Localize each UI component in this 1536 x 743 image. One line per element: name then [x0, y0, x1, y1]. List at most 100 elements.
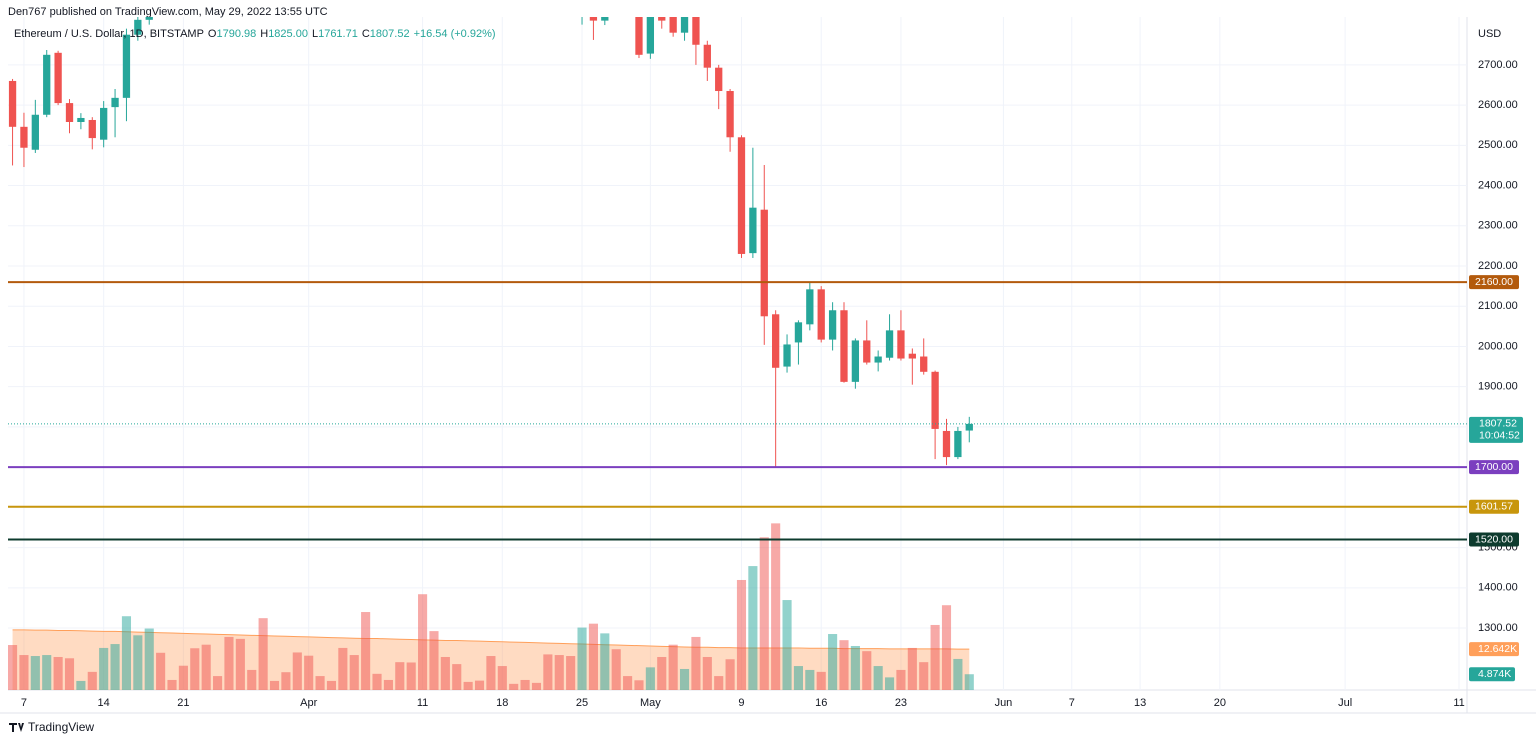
volume-bar [600, 633, 610, 690]
level-tag [1469, 275, 1519, 290]
legend: Ethereum / U.S. Dollar, 1D, BITSTAMP O179… [14, 28, 496, 40]
volume-bar [383, 679, 393, 690]
volume-bar [771, 523, 781, 690]
volume-bar [782, 600, 792, 690]
volume-bar [361, 612, 371, 690]
volume-bar [474, 680, 485, 690]
volume-bar [190, 648, 200, 690]
candle-body [111, 97, 119, 108]
volume-bar [178, 665, 188, 690]
legend-title: Ethereum / U.S. Dollar, 1D, BITSTAMP [14, 28, 204, 40]
volume-bar [941, 605, 952, 690]
volume-bar [623, 676, 633, 690]
volume-bar [53, 656, 63, 690]
volume-bar [725, 659, 735, 690]
x-tick-label: 11 [417, 697, 428, 709]
candle-body [851, 340, 860, 382]
volume-bar [349, 655, 359, 690]
legend-value: 1807.52 [370, 28, 410, 40]
x-tick-label: 7 [21, 697, 27, 709]
volume-bar [907, 647, 917, 690]
volume-bar [873, 666, 883, 690]
candle-body [817, 289, 825, 340]
level-tag-label: 1520.00 [1475, 533, 1513, 545]
header: Den767 published on TradingView.com, May… [8, 6, 328, 18]
volume-bar [509, 683, 519, 690]
volume-bar [543, 654, 553, 690]
level-tag-label: 2160.00 [1475, 276, 1513, 288]
y-tick-label: 2400.00 [1478, 179, 1518, 191]
candle-body [760, 209, 768, 317]
candle-body [908, 353, 916, 359]
candle-body [122, 34, 131, 98]
candle-body [920, 356, 928, 372]
candle-body [726, 91, 734, 138]
candle-body [601, 17, 609, 21]
level-tag-label: 1700.00 [1475, 461, 1513, 473]
candle-body [646, 17, 655, 54]
last-price-tag [1469, 416, 1523, 443]
y-tick-label: 1900.00 [1478, 381, 1518, 393]
volume-bar [577, 627, 587, 690]
candle-body [954, 430, 962, 458]
volume-bar [110, 644, 120, 690]
last-price-label: 1807.52 [1479, 418, 1517, 430]
legend-key: O [208, 28, 217, 40]
x-tick-label: Jul [1338, 697, 1352, 709]
volume-bar [19, 655, 29, 690]
volume-bar [269, 680, 280, 690]
volume-bar [292, 652, 302, 690]
volume-bar [167, 679, 177, 690]
volume-bar [30, 656, 40, 690]
candle-body [874, 356, 882, 363]
candle-body [931, 371, 939, 429]
candle-body [715, 67, 723, 92]
volume-bar [702, 656, 712, 690]
candle-body [942, 430, 951, 458]
volume-bar [395, 662, 405, 690]
volume-ma-tag [1469, 642, 1519, 657]
volume-bar [736, 579, 747, 690]
x-tick-label: 9 [738, 697, 744, 709]
candle-body [828, 310, 837, 340]
legend-key: H [260, 28, 268, 40]
volume-bar [850, 645, 860, 690]
x-tick-label: May [640, 697, 661, 709]
candle-body [692, 17, 700, 45]
volume-bar [418, 594, 428, 690]
volume-bar [8, 645, 18, 690]
footer-logo: TradingView [9, 720, 94, 734]
candle-body [703, 44, 711, 68]
volume-bar [486, 656, 496, 690]
legend-value: 1790.98 [216, 28, 256, 40]
candle-body [134, 19, 142, 35]
candle-body [8, 80, 17, 127]
volume-bar [326, 680, 337, 690]
volume-bar [964, 674, 974, 690]
volume-bar [372, 673, 382, 690]
volume-bar [896, 669, 906, 690]
legend-key: L [312, 28, 318, 40]
volume-bar [714, 676, 724, 690]
candle-body [77, 117, 85, 122]
volume-bar [406, 662, 416, 690]
level-tag [1469, 460, 1519, 475]
legend-key: C [362, 28, 370, 40]
level-tag [1469, 532, 1519, 547]
volume-bar [805, 669, 815, 690]
x-tick-label: 23 [895, 697, 907, 709]
volume-bar [133, 635, 143, 690]
volume-bar [304, 655, 314, 690]
volume-bar [440, 656, 450, 690]
candle-body [885, 330, 894, 358]
price-unit: USD [1478, 28, 1501, 40]
candle-body [658, 17, 666, 21]
candle-body [54, 52, 62, 104]
volume-bar [235, 638, 245, 690]
y-tick-label: 2500.00 [1478, 139, 1518, 151]
candle-body [806, 289, 814, 325]
x-tick-label: 13 [1134, 697, 1146, 709]
candle-body [669, 17, 677, 33]
y-tick-label: 1300.00 [1478, 622, 1518, 634]
